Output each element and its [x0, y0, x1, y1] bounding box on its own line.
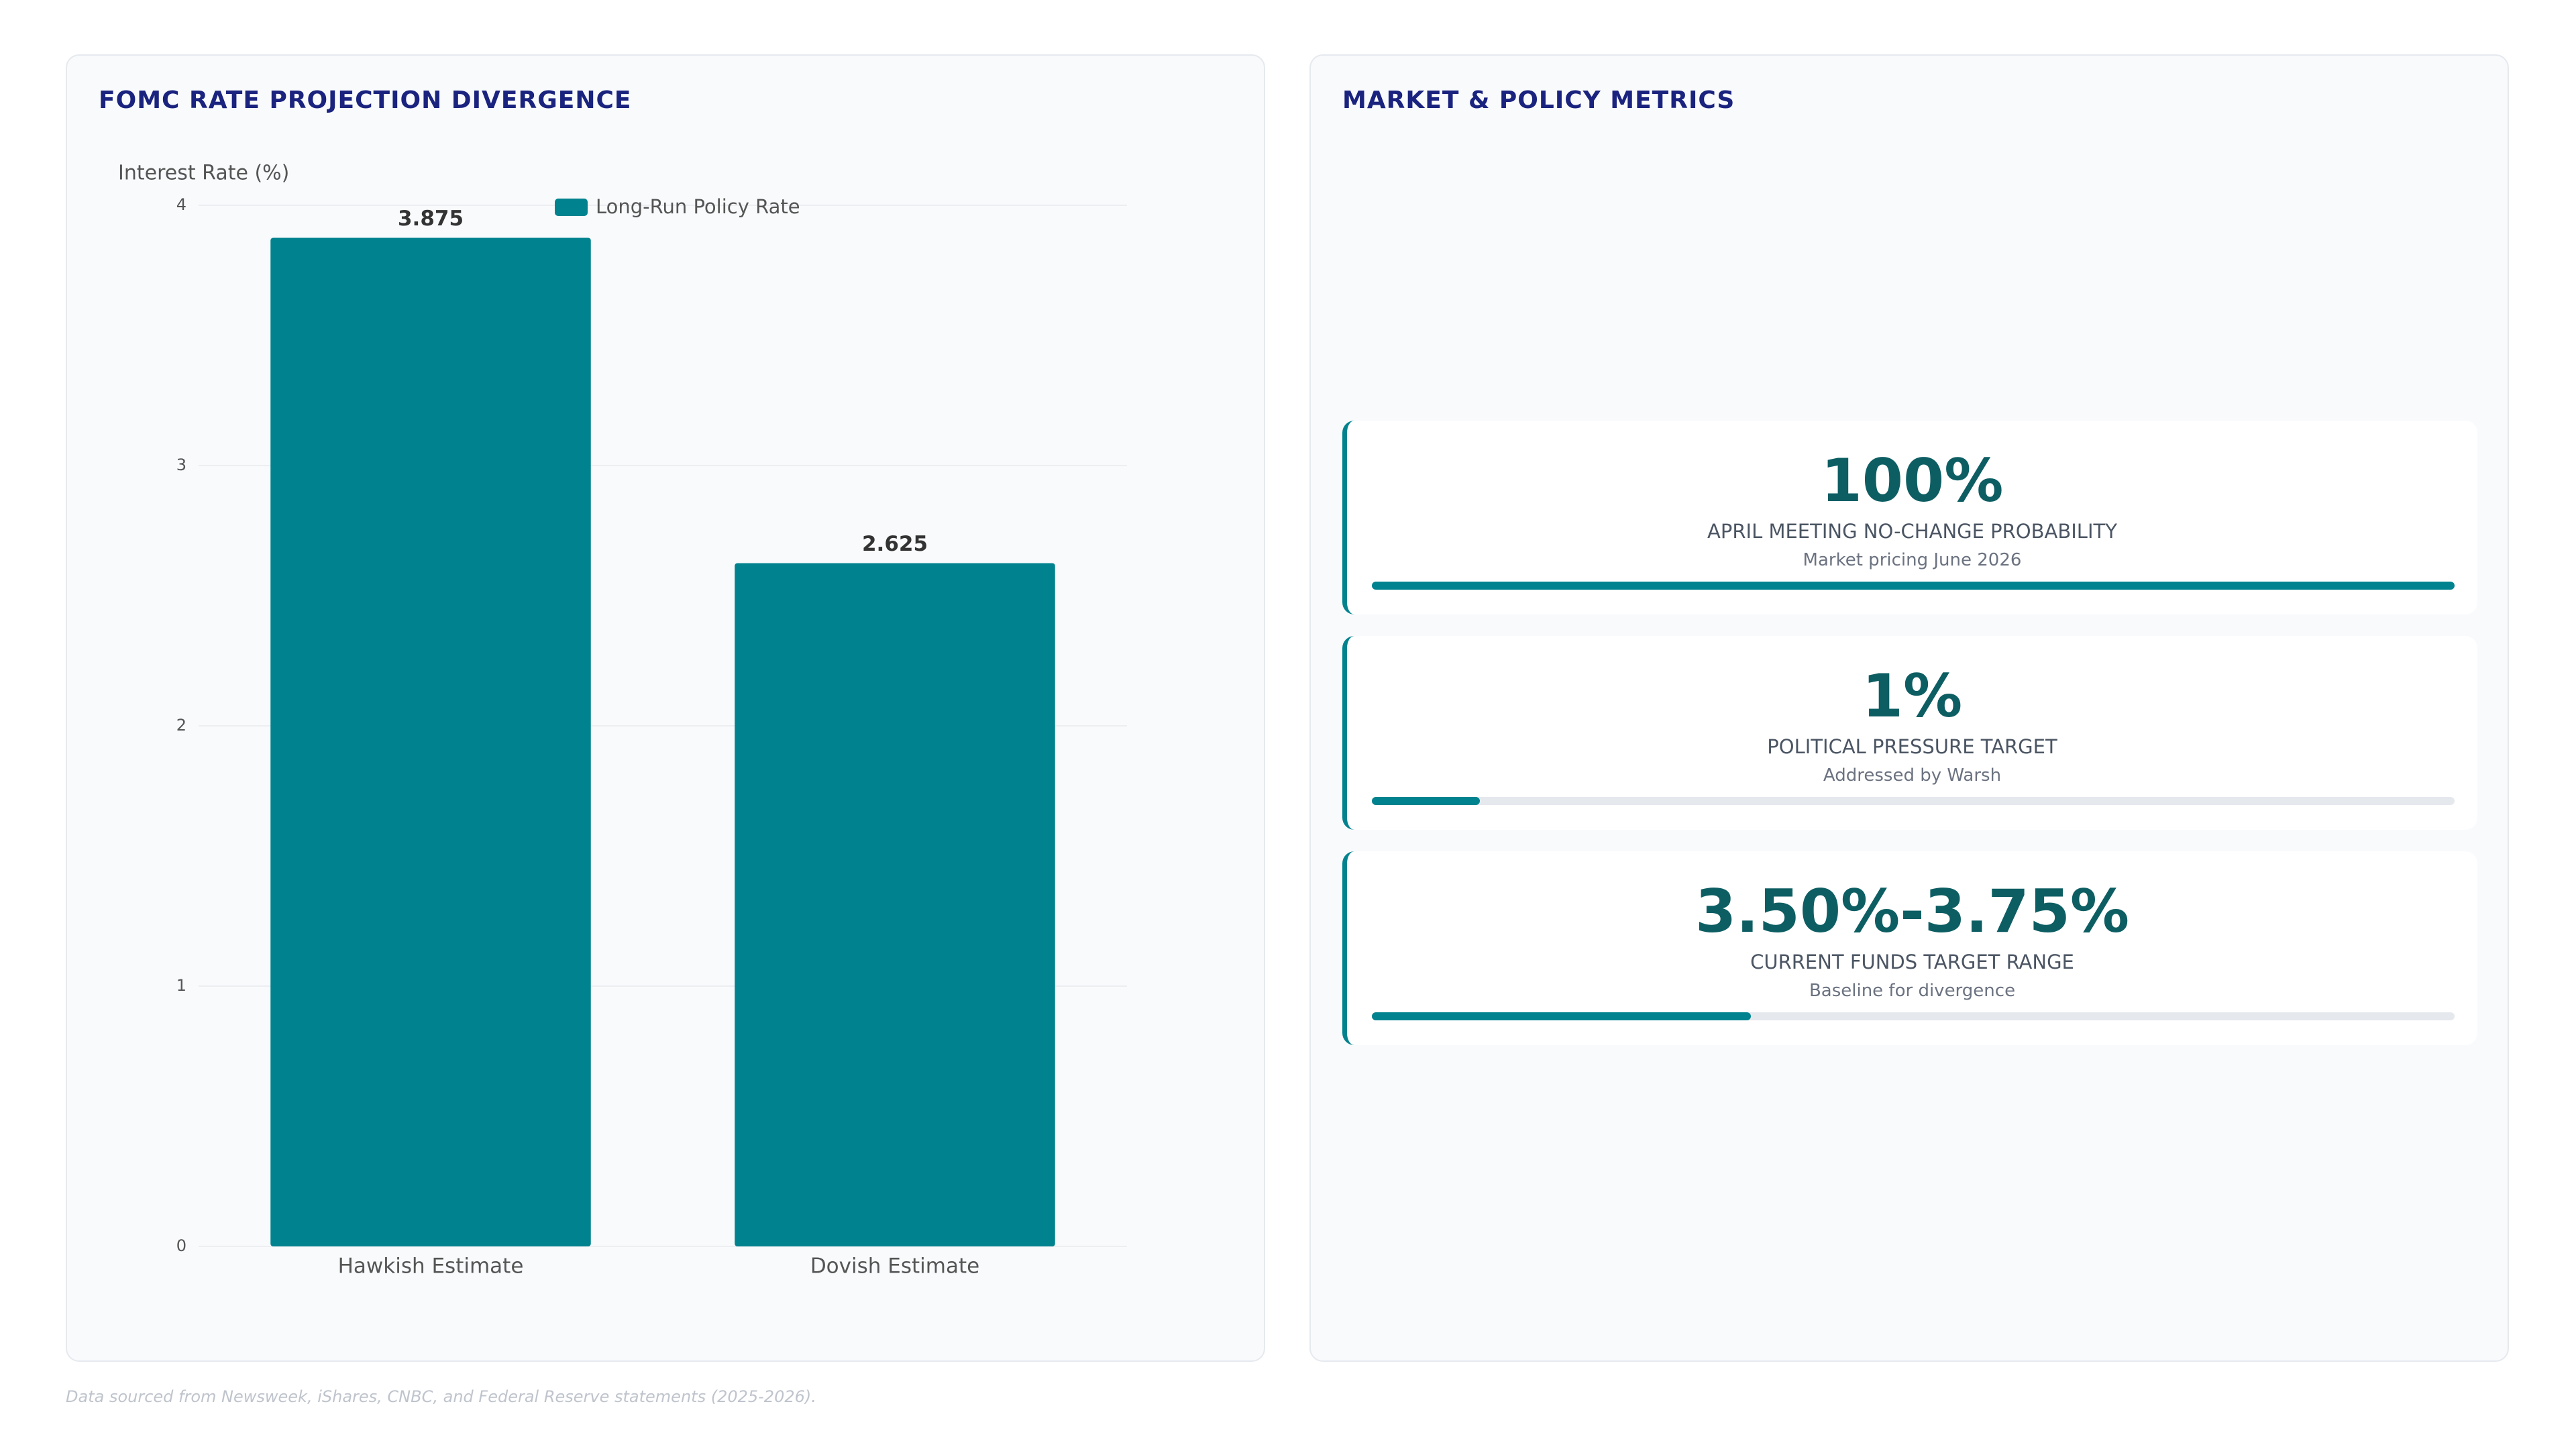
metric-card: 100% APRIL MEETING NO-CHANGE PROBABILITY M… — [1342, 421, 2477, 614]
progress-bar — [1372, 1012, 1751, 1020]
y-tick-label: 4 — [176, 195, 186, 214]
metric-value: 100% — [1821, 446, 2004, 515]
footer: Data sourced from Newsweek, iShares, CNB… — [66, 1387, 816, 1406]
bar — [735, 563, 1055, 1246]
metric-label: APRIL MEETING NO-CHANGE PROBABILITY — [1707, 520, 2117, 543]
metric-note: Addressed by Warsh — [1823, 765, 2002, 786]
legend-swatch — [555, 199, 588, 216]
metric-label: CURRENT FUNDS TARGET RANGE — [1750, 951, 2074, 973]
progress-bar — [1372, 582, 2455, 590]
metric-card: 1% POLITICAL PRESSURE TARGET Addressed by … — [1342, 636, 2477, 830]
y-tick-label: 1 — [176, 976, 186, 995]
y-tick-label: 0 — [176, 1236, 186, 1255]
progress-bar — [1372, 797, 1481, 805]
data-label: 2.625 — [862, 532, 928, 556]
bar — [270, 237, 591, 1246]
progress-track — [1372, 582, 2455, 590]
metric-value: 3.50%-3.75% — [1695, 877, 2130, 946]
metrics-title: MARKET & POLICY METRICS — [1342, 87, 1735, 114]
progress-track — [1372, 797, 2455, 805]
chart-title: FOMC RATE PROJECTION DIVERGENCE — [99, 87, 632, 114]
metric-label: POLITICAL PRESSURE TARGET — [1767, 735, 2057, 758]
chart-panel: FOMC RATE PROJECTION DIVERGENCE Interest… — [66, 54, 1265, 1362]
x-tick-label: Dovish Estimate — [810, 1254, 979, 1279]
metric-value: 1% — [1862, 661, 1963, 731]
data-label: 3.875 — [398, 207, 464, 231]
metric-note: Market pricing June 2026 — [1803, 550, 2022, 570]
progress-track — [1372, 1012, 2455, 1020]
chart: Interest Rate (%) 0 1 2 3 4 Long-Run Policy Ra… — [118, 162, 1127, 1279]
legend-label: Long-Run Policy Rate — [596, 195, 800, 218]
y-axis-title: Interest Rate (%) — [118, 162, 289, 185]
y-tick-label: 2 — [176, 716, 186, 735]
x-tick-label: Hawkish Estimate — [338, 1254, 524, 1279]
metric-note: Baseline for divergence — [1809, 981, 2016, 1001]
metric-card: 3.50%-3.75% CURRENT FUNDS TARGET RANGE Bas… — [1342, 851, 2477, 1045]
metrics-panel: MARKET & POLICY METRICS 100% APRIL MEETIN… — [1309, 54, 2509, 1362]
y-tick-label: 3 — [176, 455, 186, 474]
